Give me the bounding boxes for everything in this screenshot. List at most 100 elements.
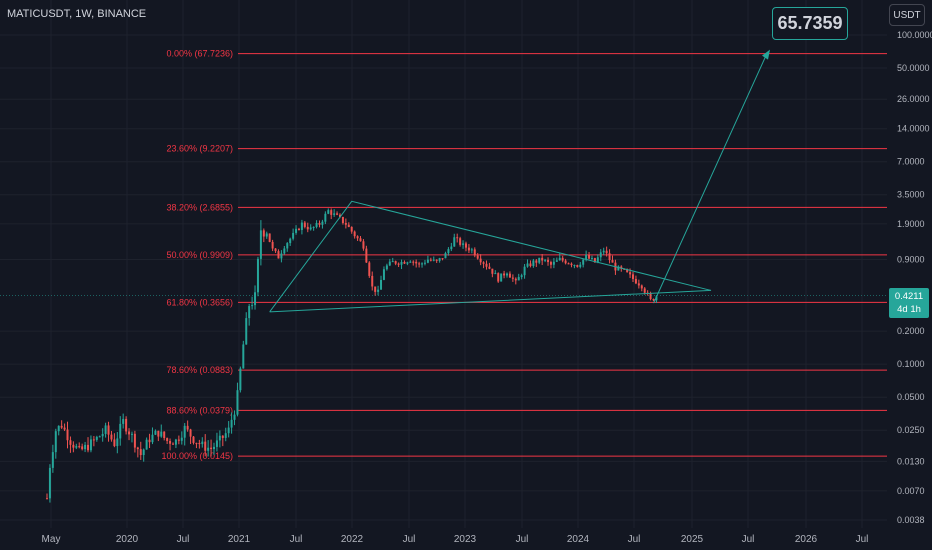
candle-body bbox=[558, 257, 561, 261]
candle-body bbox=[353, 231, 356, 237]
candle-body bbox=[526, 263, 529, 267]
candle-body bbox=[297, 228, 300, 230]
candle-body bbox=[169, 440, 172, 444]
candle-body bbox=[254, 292, 257, 306]
candle-body bbox=[60, 425, 63, 428]
fib-level-label: 88.60% (0.0379) bbox=[166, 405, 233, 415]
fib-level-label: 50.00% (0.9909) bbox=[166, 250, 233, 260]
candle-body bbox=[611, 260, 614, 263]
time-tick-label: Jul bbox=[290, 534, 303, 545]
candle-body bbox=[593, 258, 596, 263]
candle-body bbox=[54, 431, 57, 453]
candle-body bbox=[634, 278, 637, 284]
candle-body bbox=[63, 427, 66, 430]
time-tick-label: Jul bbox=[403, 534, 416, 545]
candle-body bbox=[347, 224, 350, 227]
candle-body bbox=[491, 268, 494, 274]
candle-body bbox=[292, 232, 295, 239]
candle-body bbox=[356, 236, 359, 239]
fib-level-label: 61.80% (0.3656) bbox=[166, 297, 233, 307]
candle-body bbox=[406, 262, 409, 264]
candle-body bbox=[605, 250, 608, 254]
candle-body bbox=[423, 262, 426, 264]
candle-body bbox=[142, 449, 145, 456]
candle-body bbox=[582, 259, 585, 265]
candle-body bbox=[166, 438, 169, 441]
candle-body bbox=[523, 266, 526, 276]
candle-body bbox=[459, 238, 462, 245]
fib-level-label: 23.60% (9.2207) bbox=[166, 144, 233, 154]
candle-body bbox=[136, 447, 139, 450]
candle-body bbox=[110, 434, 113, 440]
symmetrical-triangle bbox=[269, 200, 712, 313]
candle-body bbox=[312, 226, 315, 228]
price-tick-label: 0.0130 bbox=[897, 456, 925, 466]
candle-body bbox=[421, 263, 424, 265]
candle-body bbox=[652, 299, 655, 301]
candle-body bbox=[242, 344, 245, 369]
candle-body bbox=[300, 222, 303, 230]
price-tick-label: 50.0000 bbox=[897, 63, 930, 73]
candle-body bbox=[213, 446, 216, 450]
candle-body bbox=[564, 260, 567, 264]
candle-body bbox=[192, 436, 195, 443]
price-tick-label: 0.0038 bbox=[897, 515, 925, 525]
candle-body bbox=[397, 263, 400, 265]
fibonacci-levels: 0.00% (67.7236) 23.60% (9.2207) 38.20% (2.… bbox=[161, 49, 887, 461]
time-tick-label: Jul bbox=[742, 534, 755, 545]
candle-body bbox=[51, 452, 54, 468]
price-tick-label: 100.0000 bbox=[897, 30, 932, 40]
candle-body bbox=[119, 423, 122, 439]
candle-body bbox=[365, 248, 368, 263]
candle-body bbox=[101, 433, 104, 437]
candle-body bbox=[233, 414, 236, 420]
candle-body bbox=[429, 259, 432, 261]
candle-body bbox=[637, 283, 640, 286]
candle-body bbox=[476, 255, 479, 259]
candle-body bbox=[409, 261, 412, 263]
price-axis[interactable]: 100.0000 50.0000 26.0000 14.0000 7.0000 3.500… bbox=[887, 0, 932, 550]
candle-body bbox=[280, 253, 283, 259]
projection-arrow bbox=[762, 49, 770, 60]
candle-body bbox=[538, 257, 541, 263]
candle-body bbox=[125, 418, 128, 432]
candle-body bbox=[204, 441, 207, 451]
candle-body bbox=[336, 213, 339, 215]
candle-body bbox=[113, 439, 116, 447]
candle-body bbox=[289, 238, 292, 244]
time-tick-label: 2026 bbox=[795, 534, 818, 545]
candle-body bbox=[315, 222, 318, 227]
time-tick-label: 2024 bbox=[567, 534, 590, 545]
candle-body bbox=[350, 226, 353, 232]
candle-body bbox=[78, 446, 81, 448]
price-tick-label: 0.1000 bbox=[897, 359, 925, 369]
candle-body bbox=[66, 429, 69, 441]
candle-body bbox=[48, 467, 51, 499]
candle-body bbox=[81, 446, 84, 450]
candle-body bbox=[362, 241, 365, 249]
candle-body bbox=[520, 275, 523, 278]
candle-body bbox=[339, 214, 341, 217]
candle-body bbox=[590, 258, 593, 260]
candle-body bbox=[374, 286, 377, 292]
candle-body bbox=[359, 238, 362, 242]
candle-body bbox=[517, 277, 520, 281]
time-tick-label: 2023 bbox=[454, 534, 477, 545]
last-price-tag: 0.4211 4d 1h bbox=[889, 288, 929, 318]
price-tick-label: 0.9000 bbox=[897, 254, 925, 264]
price-axis-bg bbox=[887, 0, 932, 550]
candle-body bbox=[69, 440, 72, 445]
price-tick-label: 0.0500 bbox=[897, 392, 925, 402]
time-axis[interactable]: May 2020 Jul 2021 Jul 2022 Jul 2023 Jul 2024 Jul 20… bbox=[42, 534, 869, 545]
currency-button[interactable]: USDT bbox=[889, 4, 925, 26]
candle-body bbox=[133, 433, 136, 448]
candle-body bbox=[576, 265, 579, 267]
candle-body bbox=[500, 273, 503, 282]
projection-line bbox=[653, 55, 767, 304]
candle-body bbox=[482, 262, 485, 264]
candle-body bbox=[128, 431, 131, 435]
candle-body bbox=[154, 430, 157, 435]
time-tick-label: Jul bbox=[516, 534, 529, 545]
candle-body bbox=[306, 226, 309, 230]
